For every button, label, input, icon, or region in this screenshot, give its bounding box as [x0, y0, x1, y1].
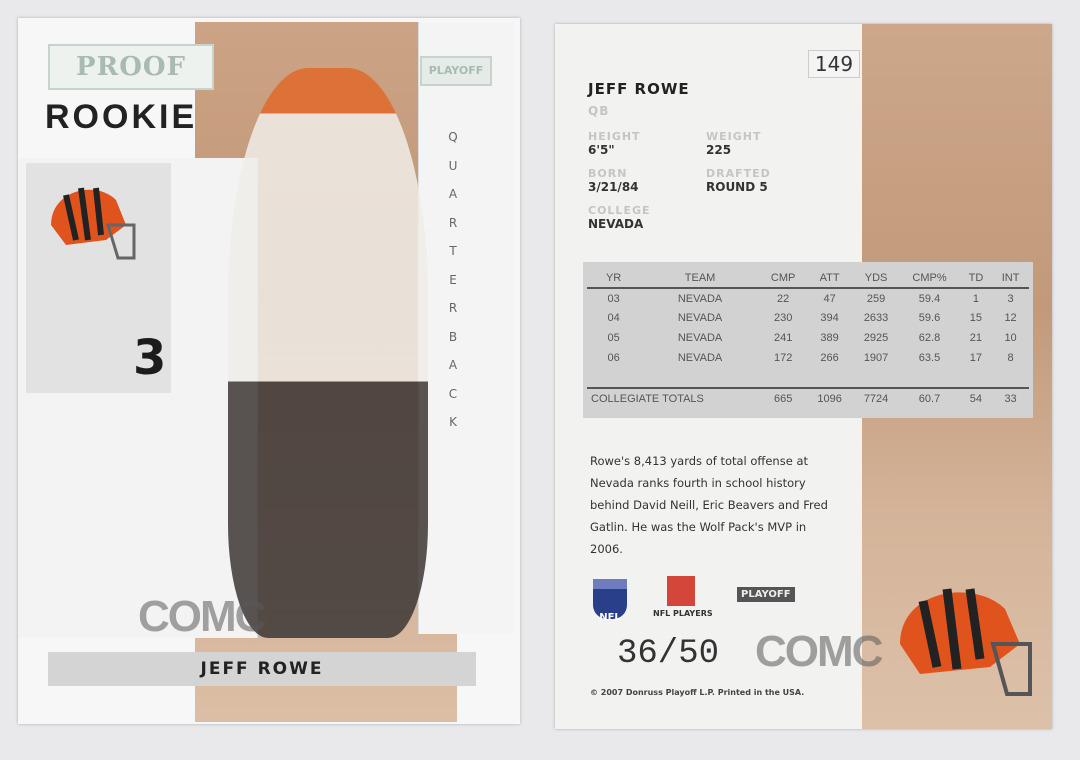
stats-box: YR TEAM CMP ATT YDS CMP% TD INT 03 NEVADA 22 47 259 5…: [583, 262, 1033, 418]
stats-cell: 63.5: [918, 352, 941, 364]
stats-cell: 03: [607, 292, 620, 305]
position-letter: R: [448, 301, 458, 315]
position-letter: C: [448, 386, 458, 401]
card-number: 149: [808, 50, 860, 78]
stats-cell: 17: [969, 352, 983, 364]
jersey-number: 3: [133, 330, 167, 386]
stats-header: ATT: [819, 271, 840, 284]
bio-grid: HEIGHT 6'5" WEIGHT 225 BORN 3/21/84 DRAFTED…: [588, 130, 828, 231]
bengals-helmet-icon: [46, 180, 136, 260]
stats-row: 04 NEVADA 230 394 2633 59.6 15 12: [587, 308, 1029, 328]
stats-cell: 172: [773, 352, 793, 364]
stats-header: INT: [1001, 271, 1020, 284]
stats-cell: 259: [866, 292, 886, 305]
stats-cell: NEVADA: [677, 332, 723, 344]
bio-drafted: DRAFTED ROUND 5: [706, 167, 771, 194]
card-back: 149 JEFF ROWE QB HEIGHT 6'5" WEIGHT 225 BO…: [555, 24, 1052, 729]
position-letter: A: [448, 187, 458, 201]
position-letter: U: [448, 158, 458, 173]
back-position: QB: [588, 104, 610, 118]
stats-cell: 10: [1004, 332, 1017, 344]
stats-cell: 241: [773, 332, 793, 344]
comc-watermark-back: COMC: [755, 627, 883, 676]
stats-header: CMP: [770, 271, 796, 284]
stats-row: 05 NEVADA 241 389 2925 62.8 21 10: [587, 328, 1029, 348]
totals-label: COLLEGIATE TOTALS: [591, 392, 704, 405]
stats-header: TD: [968, 271, 984, 284]
stats-cell: 2633: [863, 312, 889, 324]
position-letter: A: [448, 358, 458, 372]
stats-header: YR: [605, 271, 622, 284]
player-name-bar: JEFF ROWE: [48, 652, 476, 686]
serial-number: 36/50: [617, 635, 720, 673]
stats-header-row: YR TEAM CMP ATT YDS CMP% TD INT: [587, 268, 1029, 288]
bengals-helmet-icon: [895, 579, 1035, 699]
totals-cell: 7724: [863, 392, 889, 405]
stats-cell: 62.8: [918, 332, 941, 344]
stats-cell: 2925: [863, 332, 889, 344]
stats-cell: 230: [773, 312, 793, 324]
back-player-name: JEFF ROWE: [588, 80, 690, 98]
position-letter: T: [449, 244, 457, 258]
white-panel-right: [418, 22, 514, 634]
totals-cell: 33: [1004, 392, 1017, 405]
position-letter: B: [448, 329, 458, 344]
stats-totals-row: COLLEGIATE TOTALS 665 1096 7724 60.7 54 33: [587, 388, 1029, 408]
nfl-players-logo-icon: [667, 576, 695, 606]
rookie-label: ROOKIE: [45, 98, 198, 136]
stats-cell: 59.6: [918, 312, 941, 324]
stats-cell: 3: [1007, 292, 1014, 305]
stats-cell: 266: [820, 352, 839, 364]
totals-cell: 1096: [817, 392, 842, 405]
stats-cell: 05: [607, 332, 620, 344]
stats-cell: NEVADA: [677, 352, 723, 364]
stats-cell: NEVADA: [677, 312, 723, 324]
stats-cell: 8: [1007, 352, 1014, 364]
stats-cell: 47: [823, 292, 836, 305]
totals-cell: 665: [773, 392, 793, 405]
stats-cell: 12: [1004, 312, 1017, 324]
bio-born: BORN 3/21/84: [588, 167, 639, 194]
nfl-logo-icon: NFL: [593, 579, 627, 623]
stats-cell: 22: [777, 292, 790, 305]
stats-cell: 06: [607, 352, 620, 364]
stats-cell: 15: [969, 312, 983, 324]
stats-cell: 59.4: [918, 292, 941, 305]
stats-cell: 04: [607, 312, 620, 324]
bio-weight: WEIGHT 225: [706, 130, 762, 157]
position-letter: E: [449, 272, 457, 287]
player-figure: [228, 68, 428, 638]
bio-height: HEIGHT 6'5": [588, 130, 641, 157]
stats-cell: 21: [969, 332, 983, 344]
stats-header: CMP%: [912, 271, 947, 284]
position-letter: Q: [448, 130, 458, 144]
position-letter: K: [449, 415, 457, 429]
bio-blurb: Rowe's 8,413 yards of total offense at N…: [590, 454, 828, 556]
bio-college: COLLEGE NEVADA: [588, 204, 651, 231]
stats-header: TEAM: [684, 271, 716, 284]
totals-cell: 54: [969, 392, 983, 405]
stats-table: YR TEAM CMP ATT YDS CMP% TD INT 03 NEVADA 22 47 259 5…: [587, 268, 1029, 408]
stats-cell: 389: [820, 332, 839, 344]
copyright: © 2007 Donruss Playoff L.P. Printed in t…: [590, 688, 805, 697]
stats-cell: NEVADA: [677, 292, 723, 305]
position-letter: R: [448, 215, 458, 230]
proof-label: PROOF: [48, 44, 214, 90]
stats-cell: 1: [972, 292, 979, 305]
playoff-logo-back: PLAYOFF: [737, 587, 795, 602]
stats-cell: 394: [820, 312, 839, 324]
totals-cell: 60.7: [918, 392, 941, 405]
nfl-players-label: NFL PLAYERS: [653, 609, 713, 618]
stats-row: 03 NEVADA 22 47 259 59.4 1 3: [587, 288, 1029, 308]
playoff-logo-icon: PLAYOFF: [420, 56, 492, 86]
stats-row: 06 NEVADA 172 266 1907 63.5 17 8: [587, 348, 1029, 368]
stats-cell: 1907: [863, 352, 889, 364]
comc-watermark: COMC: [138, 592, 266, 641]
stats-header: YDS: [864, 271, 888, 284]
